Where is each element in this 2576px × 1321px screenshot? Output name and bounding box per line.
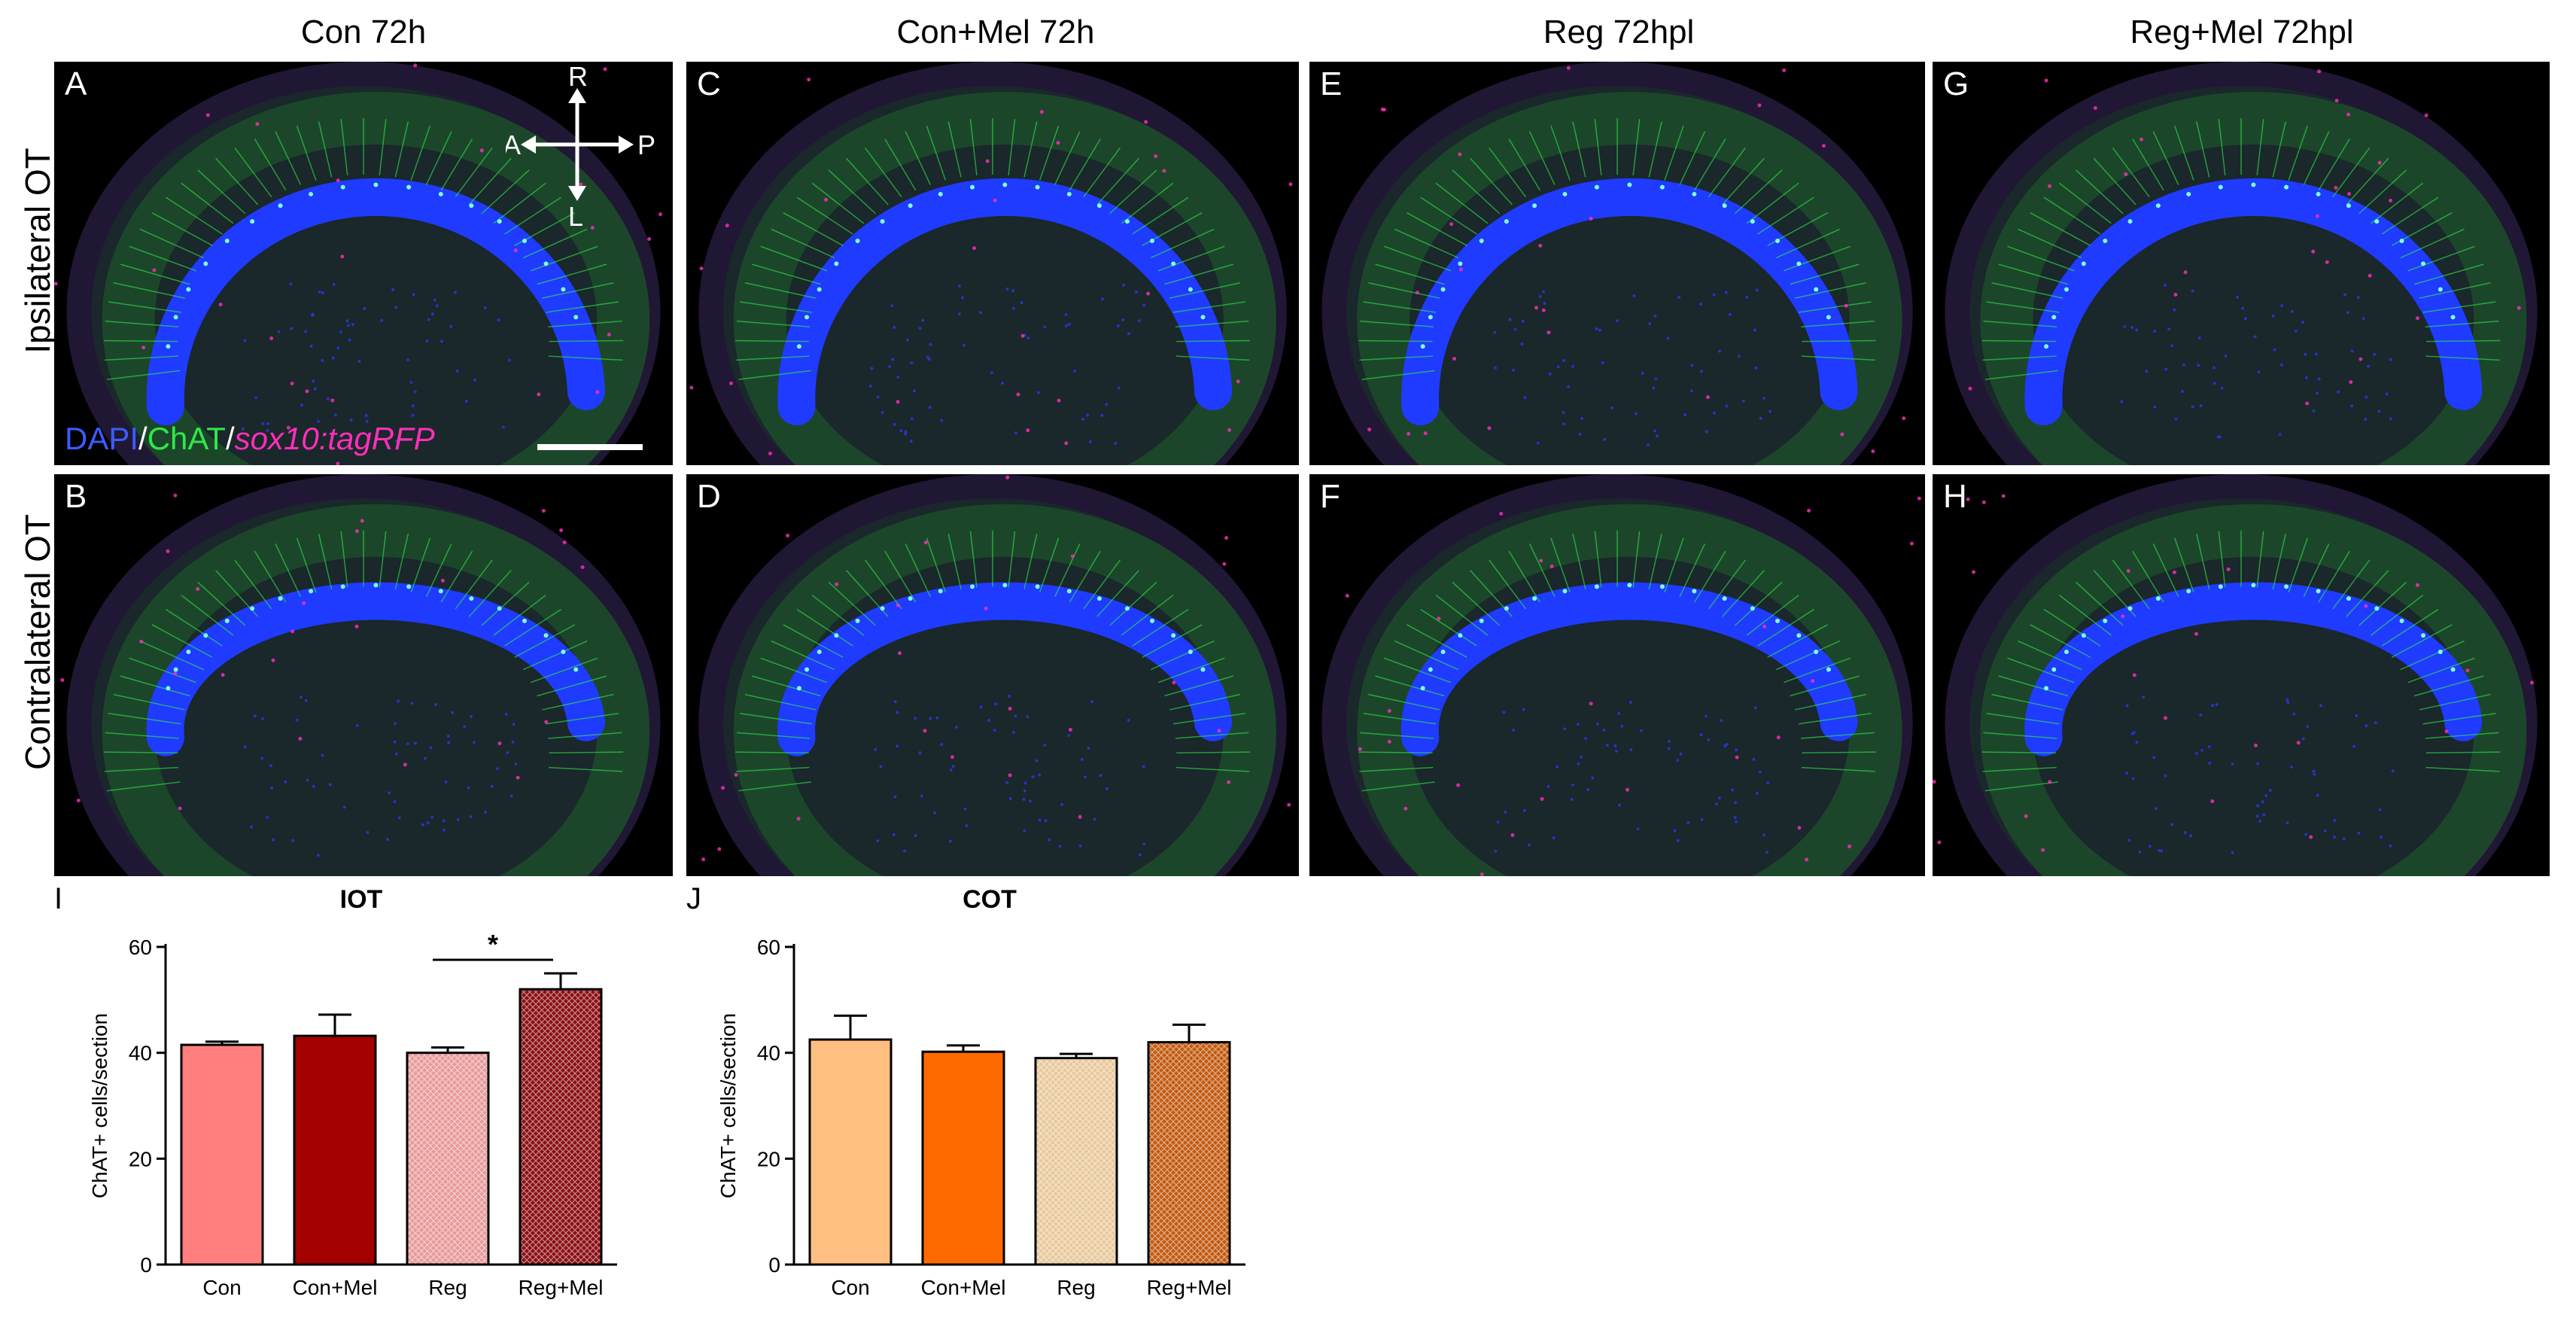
bar-chart-cot: COT 0 20 40 60 ChAT+ cells/section Con Con+Mel R… bbox=[704, 881, 1261, 1317]
micrograph-panel-f: F bbox=[1309, 474, 1925, 876]
panel-letter-h: H bbox=[1943, 480, 1967, 513]
bar bbox=[1148, 1042, 1230, 1265]
panel-letter-g: G bbox=[1943, 68, 1969, 101]
bar bbox=[407, 1053, 488, 1265]
column-title-con: Con 72h bbox=[54, 6, 673, 59]
panel-letter-a: A bbox=[65, 68, 87, 101]
compass-arrows-icon: R L A P bbox=[506, 62, 671, 227]
micrograph-panel-d: D bbox=[686, 474, 1299, 876]
column-title-reg: Reg 72hpl bbox=[1309, 6, 1928, 59]
column-title-reg-mel: Reg+Mel 72hpl bbox=[1933, 6, 2551, 59]
panel-letter-f: F bbox=[1320, 480, 1340, 513]
bar bbox=[1036, 1058, 1117, 1265]
column-title-con-mel: Con+Mel 72h bbox=[686, 6, 1305, 59]
compass-label-r: R bbox=[568, 62, 588, 92]
panel-letter-c: C bbox=[697, 68, 721, 101]
chart-title: IOT bbox=[340, 885, 383, 914]
y-tick-label: 60 bbox=[129, 936, 152, 959]
legend-separator: / bbox=[138, 421, 148, 456]
bar bbox=[810, 1039, 891, 1265]
bar bbox=[520, 989, 601, 1265]
y-axis-label: ChAT+ cells/section bbox=[88, 1013, 111, 1198]
y-tick-label: 0 bbox=[140, 1253, 152, 1277]
x-tick-label: Con bbox=[202, 1276, 241, 1299]
row-label-ipsilateral: Ipsilateral OT bbox=[17, 93, 58, 409]
x-tick-label: Reg+Mel bbox=[519, 1276, 604, 1299]
chart-letter-i: I bbox=[54, 882, 62, 916]
x-tick-label: Reg bbox=[1057, 1276, 1095, 1299]
panel-letter-d: D bbox=[697, 480, 721, 513]
micrograph-panel-e: E bbox=[1309, 62, 1925, 465]
compass-label-l: L bbox=[568, 201, 583, 227]
y-tick-label: 40 bbox=[129, 1042, 152, 1065]
chart-letter-j: J bbox=[686, 882, 701, 916]
y-tick-label: 0 bbox=[768, 1253, 780, 1277]
micrograph-panel-a: A R L A P DAPI/ChAT/sox10:tagRFP bbox=[54, 62, 673, 465]
micrograph-panel-g: G bbox=[1933, 62, 2550, 465]
x-tick-label: Con+Mel bbox=[293, 1276, 378, 1299]
bar bbox=[294, 1036, 376, 1265]
row-label-contralateral: Contralateral OT bbox=[17, 476, 58, 808]
panel-letter-e: E bbox=[1320, 68, 1342, 101]
legend-chat: ChAT bbox=[148, 421, 226, 456]
significance-label: * bbox=[488, 929, 498, 960]
scale-bar bbox=[537, 444, 643, 450]
x-tick-label: Reg+Mel bbox=[1147, 1276, 1232, 1299]
micrograph-panel-c: C bbox=[686, 62, 1299, 465]
y-axis-label: ChAT+ cells/section bbox=[716, 1013, 740, 1198]
y-tick-label: 60 bbox=[757, 936, 780, 959]
compass-label-p: P bbox=[637, 129, 655, 160]
panel-letter-b: B bbox=[65, 480, 87, 513]
legend-dapi: DAPI bbox=[65, 421, 138, 456]
x-tick-label: Con bbox=[831, 1276, 869, 1299]
bar bbox=[181, 1045, 263, 1265]
chart-title: COT bbox=[963, 885, 1017, 914]
compass-label-a: A bbox=[506, 129, 521, 160]
micrograph-panel-h: H bbox=[1933, 474, 2550, 876]
x-tick-label: Con+Mel bbox=[921, 1276, 1006, 1299]
bar-chart-iot: IOT 0 20 40 60 ChAT+ cells/section Con Con+Mel R… bbox=[75, 881, 632, 1317]
legend-sox10-tagrfp: sox10:tagRFP bbox=[235, 421, 435, 456]
y-tick-label: 20 bbox=[757, 1147, 780, 1170]
legend-separator: / bbox=[226, 421, 235, 456]
micrograph-panel-b: B bbox=[54, 474, 673, 876]
x-tick-label: Reg bbox=[428, 1276, 467, 1299]
y-tick-label: 20 bbox=[129, 1147, 152, 1170]
channel-legend: DAPI/ChAT/sox10:tagRFP bbox=[65, 423, 435, 455]
y-tick-label: 40 bbox=[757, 1042, 780, 1065]
bar bbox=[923, 1052, 1004, 1265]
